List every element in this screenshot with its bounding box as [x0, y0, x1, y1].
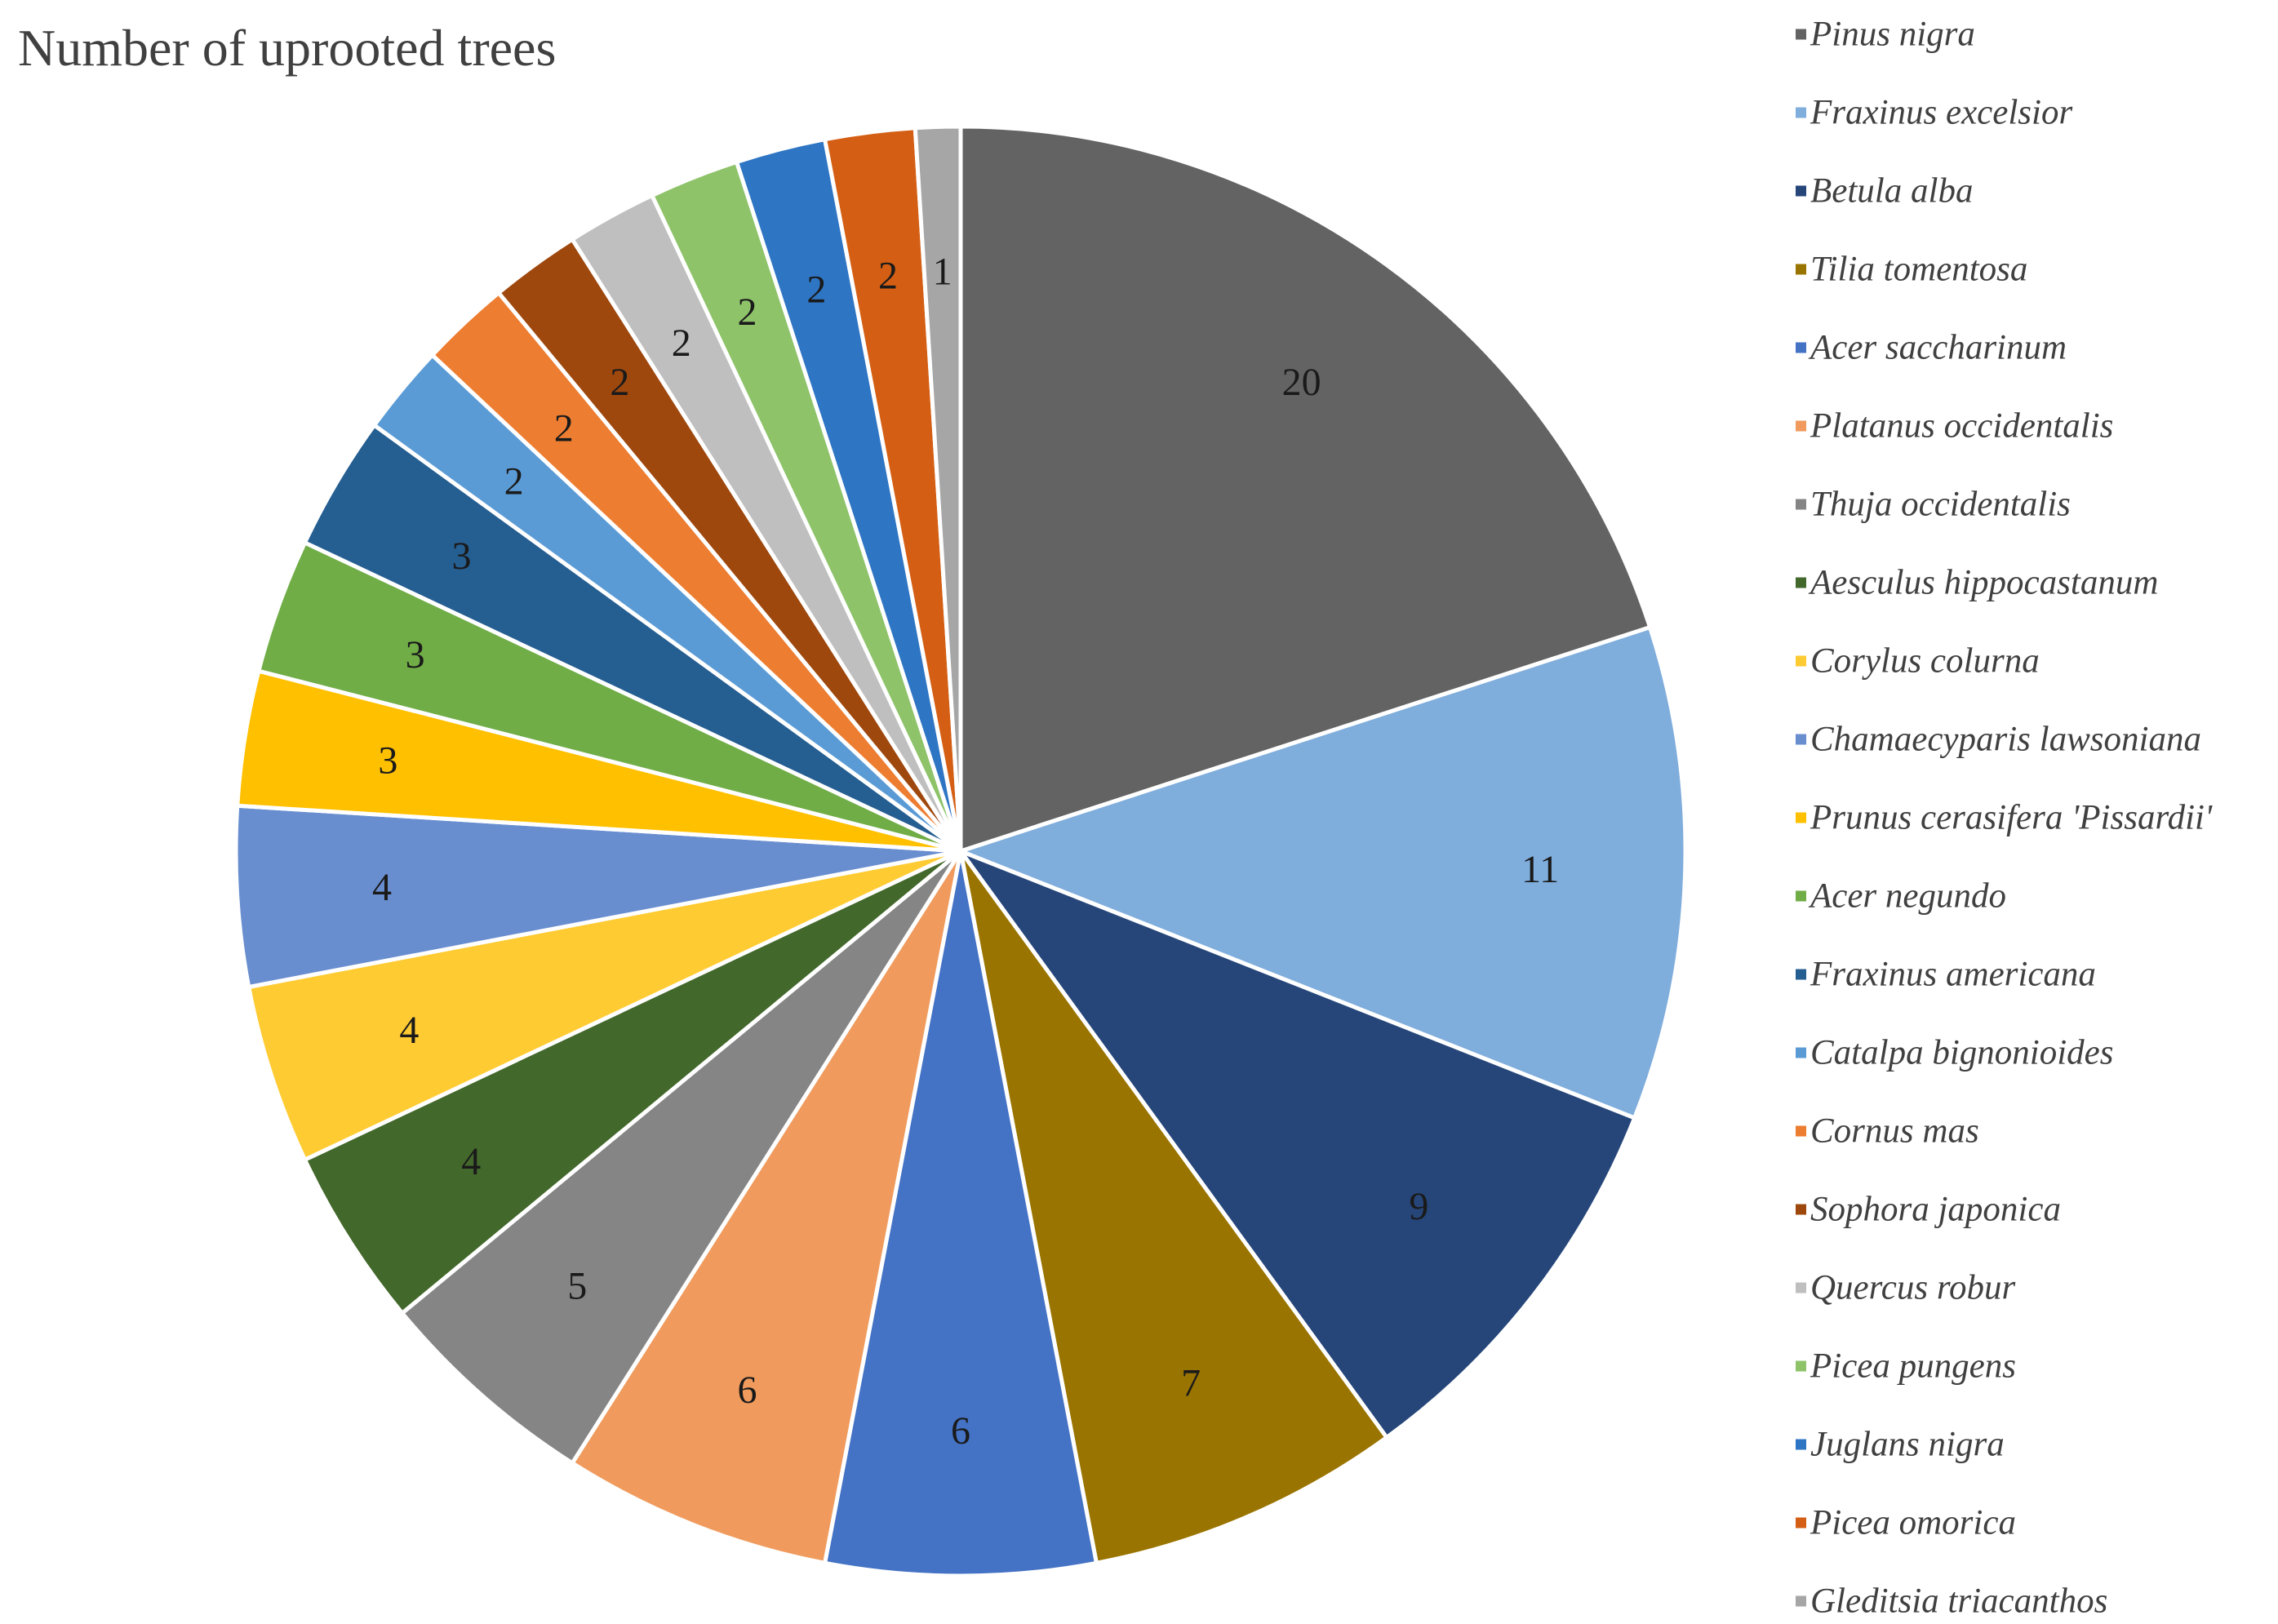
data-label-10: 3 — [378, 739, 397, 782]
data-label-4: 6 — [951, 1409, 970, 1453]
legend-label-15: Sophora japonica — [1810, 1191, 2061, 1229]
legend-marker-2 — [1796, 185, 1806, 197]
data-label-3: 7 — [1181, 1361, 1201, 1404]
pie-slice-6 — [399, 850, 963, 1466]
legend-label-1: Fraxinus excelsior — [1810, 94, 2072, 132]
data-label-12: 3 — [452, 535, 472, 578]
legend-label-3: Tilia tomentosa — [1810, 251, 2027, 289]
legend-label-20: Gleditsia triacanthos — [1810, 1582, 2107, 1621]
pie-slice-7 — [302, 849, 962, 1316]
pie-slice-9 — [233, 803, 961, 990]
legend-marker-15 — [1796, 1204, 1806, 1215]
data-label-2: 9 — [1409, 1185, 1428, 1228]
legend-marker-11 — [1796, 890, 1806, 902]
legend: Pinus nigra Fraxinus excelsior Betula alba… — [1796, 16, 2213, 1621]
legend-marker-18 — [1796, 1439, 1806, 1450]
legend-marker-8 — [1796, 655, 1806, 667]
pie-slice-3 — [958, 850, 1390, 1566]
data-label-7: 4 — [461, 1140, 481, 1183]
legend-marker-6 — [1796, 499, 1806, 510]
legend-label-2: Betula alba — [1810, 172, 1973, 211]
pie-slice-8 — [246, 849, 962, 1163]
legend-label-8: Corylus colurna — [1810, 642, 2040, 681]
legend-marker-12 — [1796, 969, 1806, 980]
legend-marker-0 — [1796, 29, 1806, 40]
legend-label-4: Acer saccharinum — [1808, 329, 2067, 367]
legend-label-14: Cornus mas — [1810, 1112, 1979, 1151]
legend-label-11: Acer negundo — [1808, 877, 2006, 916]
pie-slices — [233, 124, 1688, 1578]
legend-marker-3 — [1796, 264, 1806, 275]
pie-slice-20 — [913, 124, 963, 852]
data-label-15: 2 — [610, 361, 629, 404]
data-label-17: 2 — [737, 291, 757, 334]
data-label-18: 2 — [806, 268, 826, 311]
legend-label-7: Aesculus hippocastanum — [1808, 564, 2158, 602]
legend-marker-20 — [1796, 1595, 1806, 1607]
pie-slice-0 — [958, 124, 1653, 854]
legend-label-9: Chamaecyparis lawsoniana — [1810, 721, 2201, 759]
legend-marker-17 — [1796, 1360, 1806, 1372]
legend-label-6: Thuja occidentalis — [1810, 486, 2071, 524]
legend-marker-14 — [1796, 1125, 1806, 1137]
legend-label-0: Pinus nigra — [1810, 16, 1975, 54]
pie-slice-4 — [822, 850, 1099, 1578]
pie-slice-5 — [569, 850, 963, 1566]
legend-label-5: Platanus occidentalis — [1810, 407, 2113, 446]
pie-slice-1 — [954, 624, 1688, 1121]
data-label-16: 2 — [672, 322, 691, 365]
legend-marker-10 — [1796, 812, 1806, 823]
legend-label-16: Quercus robur — [1810, 1269, 2015, 1307]
data-label-1: 11 — [1521, 848, 1559, 891]
legend-marker-1 — [1796, 107, 1806, 118]
data-label-5: 6 — [737, 1369, 757, 1412]
data-label-6: 5 — [567, 1264, 587, 1307]
chart-title: Number of uprooted trees — [18, 19, 556, 77]
legend-label-10: Prunus cerasifera 'Pissardii' — [1810, 799, 2213, 837]
legend-label-13: Catalpa bignonioides — [1810, 1034, 2113, 1072]
legend-label-12: Fraxinus americana — [1810, 956, 2096, 994]
legend-marker-7 — [1796, 577, 1806, 588]
data-label-14: 2 — [554, 407, 574, 450]
legend-label-18: Juglans nigra — [1810, 1426, 2005, 1464]
data-label-13: 2 — [504, 460, 524, 504]
legend-label-19: Picea omorica — [1810, 1504, 2016, 1542]
data-label-19: 2 — [878, 255, 898, 298]
legend-marker-16 — [1796, 1282, 1806, 1293]
legend-marker-19 — [1796, 1517, 1806, 1529]
data-label-8: 4 — [399, 1009, 419, 1052]
legend-marker-13 — [1796, 1047, 1806, 1058]
legend-marker-9 — [1796, 734, 1806, 745]
data-label-11: 3 — [406, 633, 425, 677]
pie-slice-2 — [954, 846, 1637, 1440]
data-label-20: 1 — [933, 250, 952, 293]
legend-label-17: Picea pungens — [1810, 1347, 2016, 1386]
data-label-9: 4 — [372, 866, 392, 909]
data-label-0: 20 — [1282, 361, 1321, 404]
legend-marker-4 — [1796, 342, 1806, 353]
legend-marker-5 — [1796, 420, 1806, 432]
